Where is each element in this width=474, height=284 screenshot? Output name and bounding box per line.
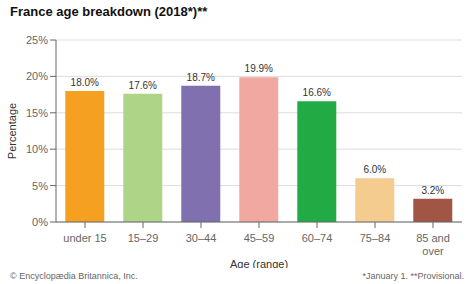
svg-text:60–74: 60–74 (302, 232, 333, 244)
svg-text:18.0%: 18.0% (71, 77, 99, 88)
svg-text:85 andover: 85 andover (416, 232, 450, 257)
svg-text:5%: 5% (32, 180, 48, 192)
svg-text:25%: 25% (26, 34, 48, 46)
html-text:*January 1. **Provisional.: *January 1. **Provisional. (362, 271, 464, 281)
svg-text:19.9%: 19.9% (245, 63, 273, 74)
svg-text:under 15: under 15 (63, 232, 106, 244)
svg-text:18.7%: 18.7% (187, 72, 215, 83)
svg-text:17.6%: 17.6% (129, 80, 157, 91)
svg-text:Percentage: Percentage (8, 103, 18, 159)
svg-text:10%: 10% (26, 143, 48, 155)
svg-text:0%: 0% (32, 216, 48, 228)
html-text:France age breakdown (2018*)**: France age breakdown (2018*)** (10, 4, 208, 19)
svg-text:15–29: 15–29 (128, 232, 159, 244)
svg-text:6.0%: 6.0% (363, 164, 386, 175)
svg-text:3.2%: 3.2% (421, 185, 444, 196)
svg-text:30–44: 30–44 (186, 232, 217, 244)
svg-text:20%: 20% (26, 70, 48, 82)
html-text:© Encyclopædia Britannica, Inc: © Encyclopædia Britannica, Inc. (10, 271, 138, 281)
svg-text:75–84: 75–84 (360, 232, 391, 244)
svg-text:16.6%: 16.6% (303, 87, 331, 98)
svg-text:Age (range): Age (range) (230, 258, 288, 268)
svg-text:15%: 15% (26, 107, 48, 119)
svg-text:45–59: 45–59 (244, 232, 275, 244)
